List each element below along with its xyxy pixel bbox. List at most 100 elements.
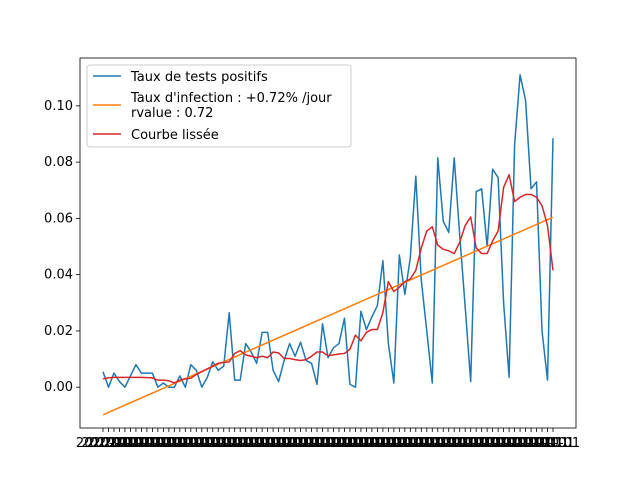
x-tick-label: 2020-01	[312, 436, 366, 451]
x-tick-label: 2020-01	[509, 436, 563, 451]
x-tick-label: 2020-01	[262, 436, 316, 451]
plot-area-frame	[79, 57, 577, 429]
x-tick-label: 2020-01	[306, 436, 360, 451]
x-tick-label: 2020-01	[180, 436, 234, 451]
x-tick-label: 2020-01	[98, 436, 152, 451]
x-tick-label: 2020-01	[427, 436, 481, 451]
x-tick-label: 2020-01	[301, 436, 355, 451]
x-tick-label: 2020-01	[411, 436, 465, 451]
x-tick-label: 2020-01	[136, 436, 190, 451]
x-tick-label: 2020-01	[317, 436, 371, 451]
y-axis-ticks: 0.00 0.02 0.04 0.06 0.08 0.10	[44, 99, 80, 395]
series-smooth-line	[102, 174, 554, 384]
x-tick-label: 2020-01	[482, 436, 536, 451]
x-tick-label: 2020-01	[202, 436, 256, 451]
x-tick-label: 2020-01	[471, 436, 525, 451]
x-tick-label: 2020-01	[454, 436, 508, 451]
y-tick-label: 0.02	[44, 324, 73, 339]
x-tick-label: 2020-01	[131, 436, 185, 451]
x-tick-label: 2020-01	[240, 436, 294, 451]
y-tick-label: 0.10	[44, 99, 73, 114]
x-tick-label: 2020-01	[290, 436, 344, 451]
x-tick-label: 2020-01	[356, 436, 410, 451]
x-tick-label: 2020-01	[224, 436, 278, 451]
x-tick-label: 2020-01	[515, 436, 569, 451]
x-tick-label: 2020-01	[498, 436, 552, 451]
x-tick-label: 2020-01	[235, 436, 289, 451]
x-tick-label: 2020-01	[383, 436, 437, 451]
x-tick-label: 2020-01	[76, 436, 130, 451]
x-tick-label: 2020-01	[476, 436, 530, 451]
x-tick-label: 2020-01	[268, 436, 322, 451]
x-tick-label: 2020-01	[109, 436, 163, 451]
x-tick-label: 2020-01	[394, 436, 448, 451]
x-tick-label: 2020-01	[444, 436, 498, 451]
x-tick-label: 2020-01	[219, 436, 273, 451]
x-tick-label: 2020-01	[334, 436, 388, 451]
legend-label-trend-2: rvalue : 0.72	[131, 106, 213, 121]
x-tick-label: 2020-01	[416, 436, 470, 451]
x-tick-label: 2020-01	[422, 436, 476, 451]
x-tick-label: 2020-01	[400, 436, 454, 451]
x-tick-label: 2020-01	[465, 436, 519, 451]
x-tick-label: 2020-01	[460, 436, 514, 451]
x-axis-ticks: 2020-012020-012020-012020-012020-012020-…	[76, 428, 580, 451]
x-tick-label: 2020-01	[284, 436, 338, 451]
x-tick-label: 2020-01	[191, 436, 245, 451]
x-tick-label: 2020-01	[81, 436, 135, 451]
x-tick-label: 2020-01	[120, 436, 174, 451]
x-tick-label: 2020-01	[169, 436, 223, 451]
x-tick-label: 2020-01	[279, 436, 333, 451]
x-tick-label: 2020-01	[208, 436, 262, 451]
x-tick-label: 2020-01	[114, 436, 168, 451]
legend-label-smooth: Courbe lissée	[131, 128, 219, 143]
x-tick-label: 2020-01	[186, 436, 240, 451]
x-tick-label: 2020-01	[433, 436, 487, 451]
x-tick-label: 2020-01	[350, 436, 404, 451]
x-tick-label: 2020-01	[438, 436, 492, 451]
x-tick-label: 2020-01	[213, 436, 267, 451]
x-tick-label: 2020-01	[328, 436, 382, 451]
x-tick-label: 2020-01	[92, 436, 146, 451]
x-tick-label: 2020-01	[153, 436, 207, 451]
x-tick-label: 2020-01	[197, 436, 251, 451]
x-tick-label: 2020-01	[229, 436, 283, 451]
x-tick-label: 2020-01	[367, 436, 421, 451]
x-tick-label: 2020-01	[493, 436, 547, 451]
x-tick-label: 2020-01	[339, 436, 393, 451]
x-tick-label: 2020-01	[449, 436, 503, 451]
x-tick-label: 2020-01	[526, 436, 580, 451]
x-tick-label: 2020-01	[147, 436, 201, 451]
legend: Taux de tests positifs Taux d'infection …	[86, 64, 352, 148]
x-tick-label: 2020-01	[164, 436, 218, 451]
x-tick-label: 2020-01	[389, 436, 443, 451]
x-tick-label: 2020-01	[251, 436, 305, 451]
x-tick-label: 2020-01	[125, 436, 179, 451]
x-tick-label: 2020-01	[378, 436, 432, 451]
x-tick-label: 2020-01	[323, 436, 377, 451]
legend-label-raw: Taux de tests positifs	[130, 70, 268, 85]
legend-label-trend-1: Taux d'infection : +0.72% /jour	[130, 91, 332, 106]
y-tick-label: 0.00	[44, 380, 73, 395]
x-tick-label: 2020-01	[345, 436, 399, 451]
y-tick-label: 0.06	[44, 211, 73, 226]
x-tick-label: 2020-01	[372, 436, 426, 451]
x-tick-label: 2020-01	[520, 436, 574, 451]
x-tick-label: 2020-01	[87, 436, 141, 451]
x-tick-label: 2020-01	[257, 436, 311, 451]
y-tick-label: 0.04	[44, 268, 73, 283]
x-tick-label: 2020-01	[295, 436, 349, 451]
x-tick-label: 2020-01	[246, 436, 300, 451]
x-tick-label: 2020-01	[504, 436, 558, 451]
x-tick-label: 2020-01	[361, 436, 415, 451]
x-tick-label: 2020-01	[103, 436, 157, 451]
series-raw-line	[102, 74, 554, 388]
x-tick-label: 2020-01	[175, 436, 229, 451]
plot-series	[102, 74, 554, 416]
x-tick-label: 2020-01	[158, 436, 212, 451]
x-tick-label: 2020-01	[142, 436, 196, 451]
legend-box	[86, 64, 352, 148]
y-tick-label: 0.08	[44, 155, 73, 170]
x-tick-label: 2020-01	[487, 436, 541, 451]
